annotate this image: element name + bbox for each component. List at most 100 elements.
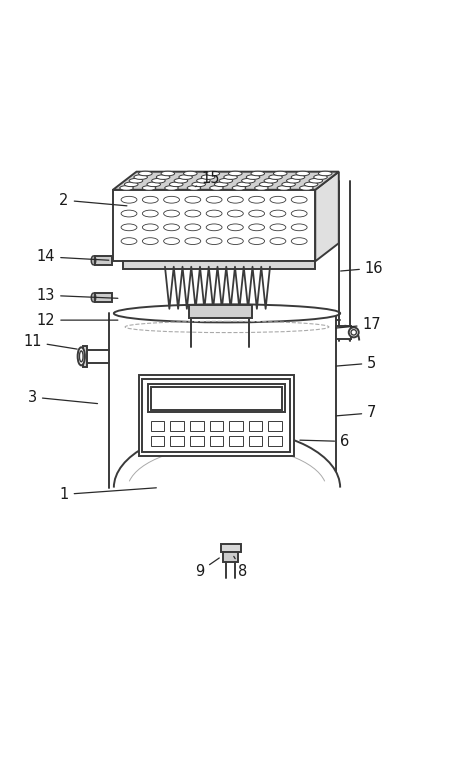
Ellipse shape	[185, 238, 201, 245]
Ellipse shape	[249, 196, 265, 203]
Polygon shape	[113, 189, 315, 262]
Ellipse shape	[143, 196, 158, 203]
Ellipse shape	[129, 179, 143, 183]
Ellipse shape	[277, 186, 291, 190]
Ellipse shape	[138, 171, 152, 176]
Ellipse shape	[232, 186, 246, 190]
Text: 11: 11	[23, 334, 77, 349]
Text: 17: 17	[336, 318, 381, 332]
Ellipse shape	[219, 179, 232, 183]
Polygon shape	[123, 262, 315, 269]
Ellipse shape	[206, 171, 220, 176]
Ellipse shape	[242, 179, 255, 183]
Ellipse shape	[227, 224, 243, 231]
Ellipse shape	[206, 210, 222, 217]
Ellipse shape	[269, 175, 282, 179]
Polygon shape	[188, 305, 252, 318]
Ellipse shape	[251, 171, 265, 176]
Ellipse shape	[259, 182, 273, 186]
Polygon shape	[315, 172, 339, 262]
Text: 13: 13	[37, 288, 118, 303]
Ellipse shape	[124, 182, 138, 186]
Ellipse shape	[147, 182, 161, 186]
Ellipse shape	[163, 196, 179, 203]
Ellipse shape	[179, 175, 192, 179]
Polygon shape	[210, 420, 223, 430]
Text: 7: 7	[336, 406, 376, 420]
Ellipse shape	[228, 171, 242, 176]
Ellipse shape	[183, 171, 197, 176]
Ellipse shape	[291, 238, 307, 245]
Text: 3: 3	[28, 390, 98, 404]
Ellipse shape	[143, 224, 158, 231]
Text: 9: 9	[195, 558, 219, 579]
Ellipse shape	[185, 210, 201, 217]
Ellipse shape	[120, 186, 133, 190]
Ellipse shape	[206, 224, 222, 231]
Ellipse shape	[282, 182, 296, 186]
Ellipse shape	[121, 196, 137, 203]
Polygon shape	[95, 293, 112, 302]
Ellipse shape	[255, 186, 268, 190]
Ellipse shape	[304, 182, 318, 186]
Ellipse shape	[249, 224, 265, 231]
Polygon shape	[336, 325, 351, 339]
Polygon shape	[223, 552, 238, 562]
Ellipse shape	[143, 238, 158, 245]
Ellipse shape	[318, 171, 332, 176]
Ellipse shape	[152, 179, 165, 183]
Polygon shape	[151, 420, 164, 430]
Ellipse shape	[314, 175, 327, 179]
Polygon shape	[109, 314, 336, 488]
Ellipse shape	[163, 224, 179, 231]
Ellipse shape	[270, 238, 286, 245]
Text: 2: 2	[59, 193, 127, 208]
Polygon shape	[151, 387, 282, 410]
Ellipse shape	[142, 186, 156, 190]
Ellipse shape	[351, 330, 356, 335]
Ellipse shape	[91, 256, 96, 265]
Ellipse shape	[249, 210, 265, 217]
Ellipse shape	[121, 210, 137, 217]
Polygon shape	[229, 420, 243, 430]
Ellipse shape	[197, 179, 210, 183]
Ellipse shape	[156, 175, 170, 179]
Ellipse shape	[185, 224, 201, 231]
Ellipse shape	[206, 196, 222, 203]
Ellipse shape	[91, 293, 96, 302]
Ellipse shape	[291, 175, 305, 179]
Polygon shape	[95, 256, 112, 265]
Ellipse shape	[270, 224, 286, 231]
Ellipse shape	[349, 328, 359, 337]
Ellipse shape	[246, 175, 260, 179]
Ellipse shape	[214, 182, 228, 186]
Text: 5: 5	[336, 356, 376, 370]
Text: 12: 12	[37, 313, 118, 328]
Polygon shape	[170, 436, 184, 446]
Ellipse shape	[174, 179, 188, 183]
Ellipse shape	[165, 186, 178, 190]
Polygon shape	[249, 436, 262, 446]
Text: 1: 1	[59, 487, 156, 502]
Ellipse shape	[291, 224, 307, 231]
Ellipse shape	[201, 175, 215, 179]
Polygon shape	[139, 375, 294, 456]
Ellipse shape	[291, 210, 307, 217]
Polygon shape	[249, 420, 262, 430]
Ellipse shape	[121, 224, 137, 231]
Ellipse shape	[134, 175, 148, 179]
Ellipse shape	[210, 186, 223, 190]
Ellipse shape	[187, 186, 201, 190]
Ellipse shape	[114, 304, 340, 322]
Polygon shape	[143, 379, 291, 453]
Ellipse shape	[143, 210, 158, 217]
Ellipse shape	[249, 238, 265, 245]
Ellipse shape	[206, 238, 222, 245]
Ellipse shape	[270, 196, 286, 203]
Ellipse shape	[163, 238, 179, 245]
Ellipse shape	[296, 171, 310, 176]
Ellipse shape	[300, 186, 313, 190]
Polygon shape	[151, 436, 164, 446]
Ellipse shape	[192, 182, 206, 186]
Ellipse shape	[291, 196, 307, 203]
